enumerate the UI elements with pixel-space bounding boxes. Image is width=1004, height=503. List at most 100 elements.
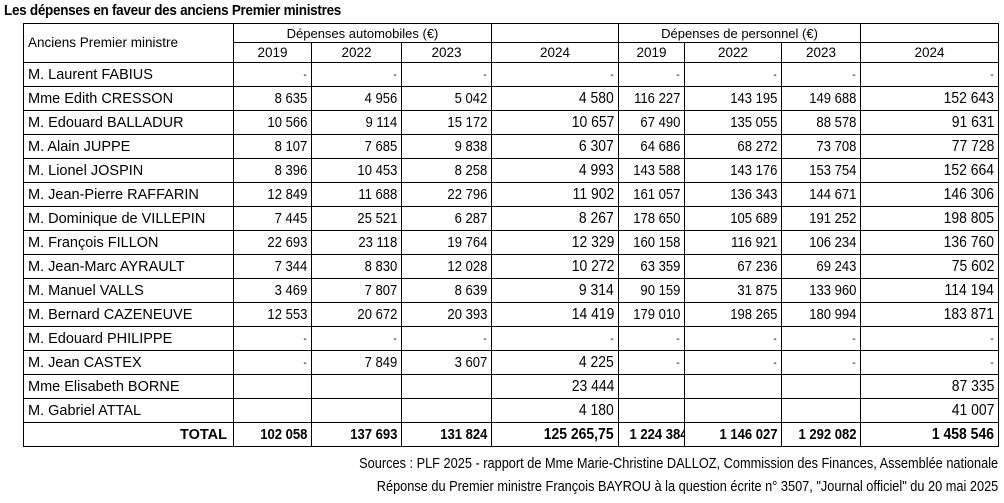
table-row: Mme Elisabeth BORNE 23 444 87 335: [23, 374, 1000, 399]
table-cell: 31 875: [684, 278, 783, 303]
table-cell: 4 580: [491, 86, 620, 111]
table-cell: -: [618, 62, 686, 87]
total-value: 1 292 082: [781, 422, 862, 447]
table-cell: 8 267: [491, 206, 620, 231]
total-value: 1 224 384: [618, 422, 686, 447]
table-cell: 143 588: [618, 158, 686, 183]
table-cell: 41 007: [860, 398, 1000, 423]
table-cell: 133 960: [781, 278, 862, 303]
table-cell: 4 225: [491, 350, 620, 375]
table-cell: -: [233, 350, 312, 375]
group-header-staff: Dépenses de personnel (€): [618, 23, 862, 43]
year-header: 2019: [618, 42, 686, 63]
table-row: M. Jean-Pierre RAFFARIN 12 849 11 688 22 79…: [23, 182, 1000, 207]
table-cell: -: [860, 62, 1000, 87]
table-cell: 7 807: [311, 278, 402, 303]
table-cell: 68 272: [684, 134, 783, 159]
table-cell: 8 830: [311, 254, 402, 279]
table-cell: 7 445: [233, 206, 312, 231]
table-title: Les dépenses en faveur des anciens Premi…: [4, 3, 342, 19]
total-value: 102 058: [233, 422, 312, 447]
table-cell: -: [860, 326, 1000, 351]
table-cell: -: [400, 326, 493, 351]
table-cell: 144 671: [781, 182, 862, 207]
table-cell: 4 180: [491, 398, 620, 423]
table-cell: 8 635: [233, 86, 312, 111]
table-cell: -: [491, 326, 620, 351]
table-cell: 152 643: [860, 86, 1000, 111]
minister-name: M. Lionel JOSPIN: [23, 158, 234, 183]
expenses-table: Anciens Premier ministre Dépenses automo…: [23, 23, 1000, 447]
year-header: 2024: [491, 42, 620, 63]
table-cell: -: [491, 62, 620, 87]
table-cell: 178 650: [618, 206, 686, 231]
row-label-header: Anciens Premier ministre: [23, 23, 234, 63]
table-cell: -: [860, 350, 1000, 375]
table-row: Mme Edith CRESSON 8 635 4 956 5 042 4 580 116…: [23, 86, 1000, 111]
table-cell: -: [311, 62, 402, 87]
table-cell: 8 107: [233, 134, 312, 159]
table-cell: 15 172: [400, 110, 493, 135]
table-cell: 191 252: [781, 206, 862, 231]
table-cell: [781, 398, 862, 423]
table-cell: 135 055: [684, 110, 783, 135]
table-cell: -: [618, 350, 686, 375]
minister-name: M. Laurent FABIUS: [23, 62, 234, 87]
table-cell: -: [618, 326, 686, 351]
table-cell: 69 243: [781, 254, 862, 279]
table-body: M. Laurent FABIUS - - - - - - - - Mme Edith CRESS…: [23, 62, 1000, 447]
table-cell: 10 566: [233, 110, 312, 135]
year-header: 2024: [860, 42, 1000, 63]
table-cell: 3 607: [400, 350, 493, 375]
total-row: TOTAL 102 058 137 693 131 824 125 265,75 1 22…: [23, 422, 1000, 447]
table-cell: 12 849: [233, 182, 312, 207]
table-cell: 7 344: [233, 254, 312, 279]
table-cell: 10 657: [491, 110, 620, 135]
year-header: 2019: [233, 42, 312, 63]
table-cell: -: [311, 326, 402, 351]
table-cell: -: [233, 326, 312, 351]
table-cell: 4 993: [491, 158, 620, 183]
minister-name: M. Alain JUPPE: [23, 134, 234, 159]
table-cell: 22 796: [400, 182, 493, 207]
table-cell: 143 195: [684, 86, 783, 111]
table-cell: 12 028: [400, 254, 493, 279]
table-cell: 4 956: [311, 86, 402, 111]
table-cell: 149 688: [781, 86, 862, 111]
table-cell: [618, 398, 686, 423]
table-cell: 8 396: [233, 158, 312, 183]
table-cell: 12 553: [233, 302, 312, 327]
table-cell: 161 057: [618, 182, 686, 207]
table-cell: 5 042: [400, 86, 493, 111]
table-row: M. Edouard BALLADUR 10 566 9 114 15 172 10 6…: [23, 110, 1000, 135]
table-cell: 146 306: [860, 182, 1000, 207]
table-cell: 3 469: [233, 278, 312, 303]
table-cell: 152 664: [860, 158, 1000, 183]
table-cell: -: [684, 350, 783, 375]
table-cell: 67 236: [684, 254, 783, 279]
table-cell: -: [781, 62, 862, 87]
table-cell: 11 902: [491, 182, 620, 207]
table-cell: [311, 398, 402, 423]
table-cell: -: [781, 326, 862, 351]
table-cell: [684, 398, 783, 423]
table-row: M. Lionel JOSPIN 8 396 10 453 8 258 4 993 143…: [23, 158, 1000, 183]
table-cell: 180 994: [781, 302, 862, 327]
table-cell: 6 307: [491, 134, 620, 159]
minister-name: M. Edouard BALLADUR: [23, 110, 234, 135]
table-cell: -: [400, 62, 493, 87]
total-value: 1 458 546: [860, 422, 1000, 447]
table-cell: 153 754: [781, 158, 862, 183]
table-row: M. Jean CASTEX -7 849 3 607 4 225- - - -: [23, 350, 1000, 375]
minister-name: M. François FILLON: [23, 230, 234, 255]
table-cell: 10 272: [491, 254, 620, 279]
minister-name: M. Jean CASTEX: [23, 350, 234, 375]
table-cell: 22 693: [233, 230, 312, 255]
table-row: M. Jean-Marc AYRAULT 7 344 8 830 12 028 10 2…: [23, 254, 1000, 279]
minister-name: M. Manuel VALLS: [23, 278, 234, 303]
table-cell: [618, 374, 686, 399]
table-row: M. Bernard CAZENEUVE 12 553 20 672 20 393 14…: [23, 302, 1000, 327]
table-cell: [400, 398, 493, 423]
table-row: M. Laurent FABIUS - - - - - - - -: [23, 62, 1000, 87]
table-cell: 198 805: [860, 206, 1000, 231]
